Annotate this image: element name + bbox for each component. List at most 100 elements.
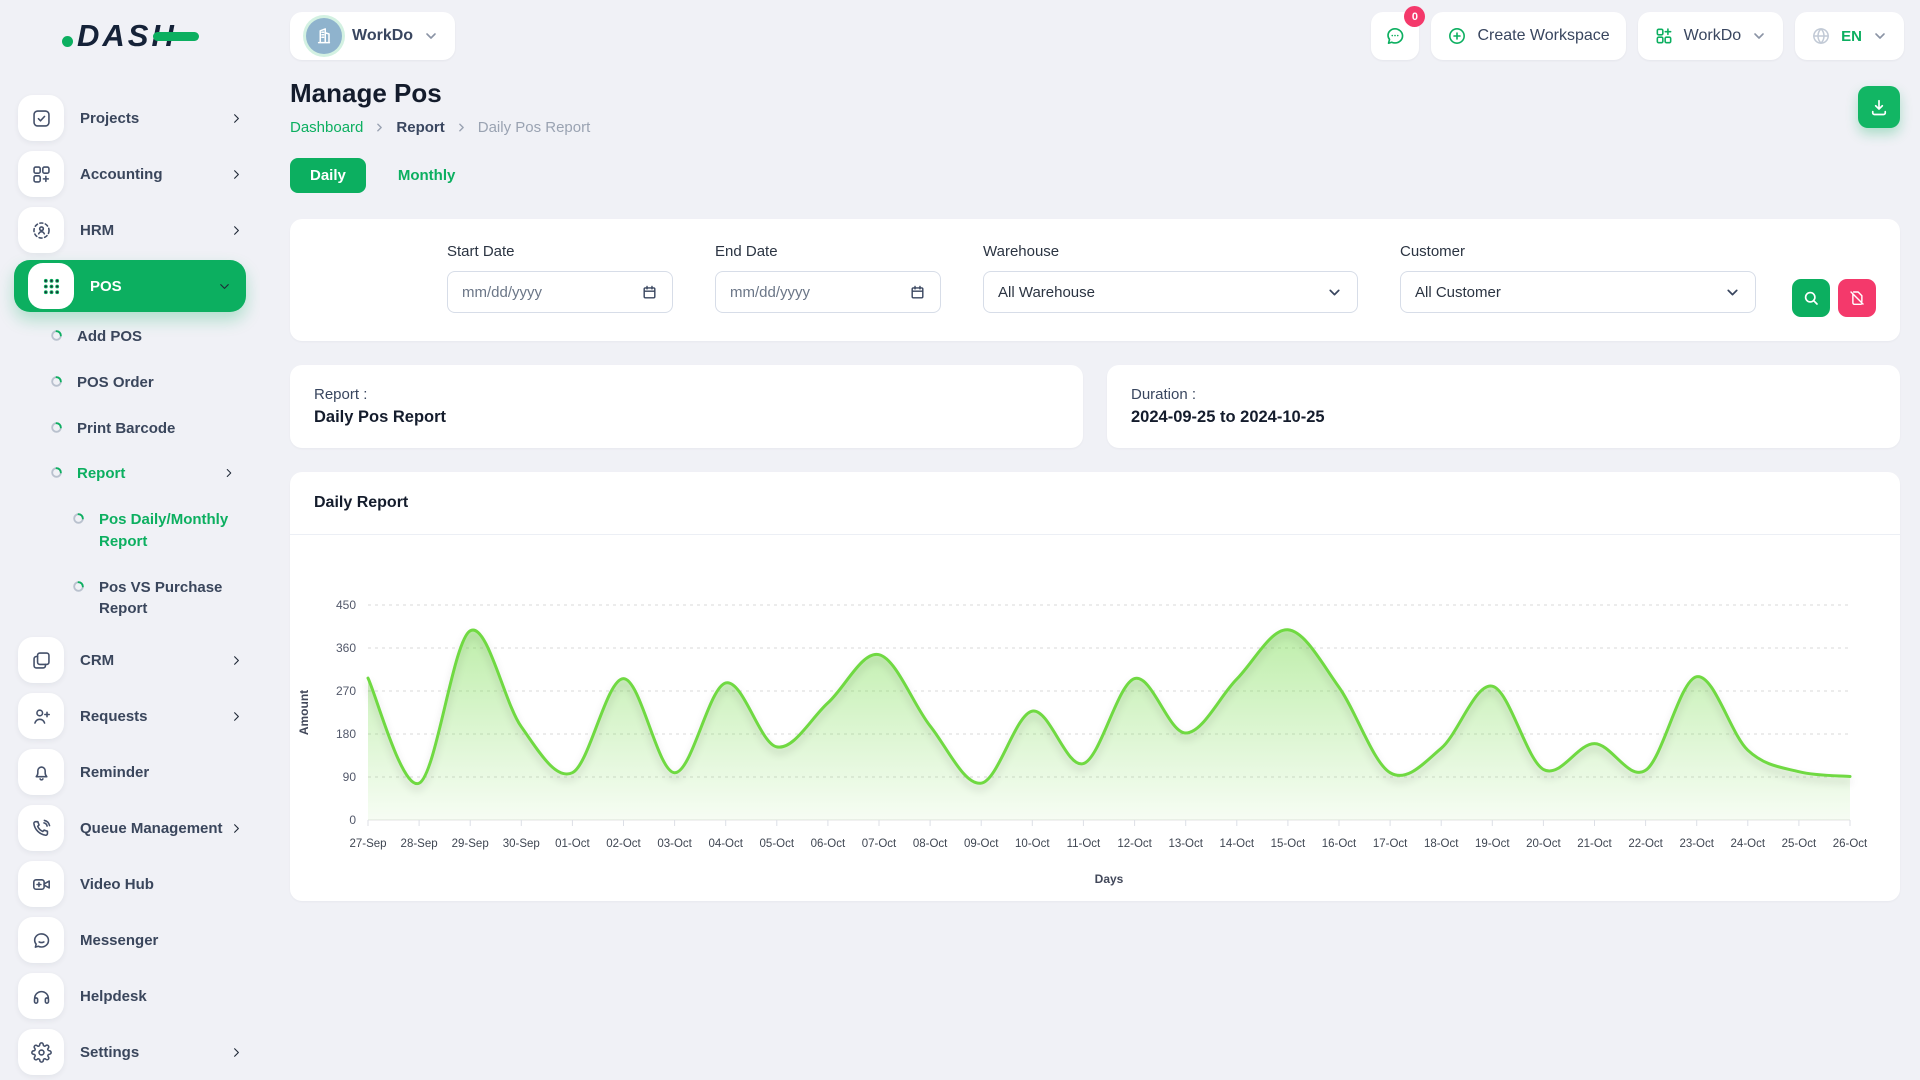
user-plus-icon <box>18 693 64 739</box>
sidebar-subitem-pos-daily-monthly-report[interactable]: Pos Daily/Monthly Report <box>0 497 260 565</box>
x-tick-label: 18-Oct <box>1424 838 1459 850</box>
chevron-down-icon <box>423 28 439 44</box>
y-tick-label: 90 <box>343 770 357 784</box>
x-tick-label: 26-Oct <box>1833 838 1868 850</box>
reset-filter-button[interactable] <box>1838 279 1876 317</box>
donut-bullet-icon <box>72 580 85 593</box>
sidebar-subitem-print-barcode[interactable]: Print Barcode <box>0 406 260 452</box>
area-chart-svg: 090180270360450 27-Sep28-Sep29-Sep30-Sep… <box>290 545 1900 895</box>
download-report-button[interactable] <box>1858 86 1900 128</box>
sidebar-item-projects[interactable]: Projects <box>0 90 260 146</box>
apply-filter-button[interactable] <box>1792 279 1830 317</box>
chart-header: Daily Report <box>290 472 1900 535</box>
sidebar-subitem-report[interactable]: Report <box>0 451 260 497</box>
sidebar-item-helpdesk[interactable]: Helpdesk <box>0 968 260 1024</box>
x-tick-label: 29-Sep <box>452 838 489 850</box>
start-date-field: Start Date mm/dd/yyyy <box>447 243 673 313</box>
breadcrumb: Dashboard Report Daily Pos Report <box>290 119 590 136</box>
sidebar-item-reminder[interactable]: Reminder <box>0 744 260 800</box>
x-tick-label: 14-Oct <box>1220 838 1255 850</box>
duration-summary-card: Duration : 2024-09-25 to 2024-10-25 <box>1107 365 1900 448</box>
donut-bullet-icon <box>50 329 63 342</box>
y-tick-label: 0 <box>349 813 356 827</box>
sidebar-subitem-label: Add POS <box>77 326 142 348</box>
tab-monthly[interactable]: Monthly <box>380 158 474 193</box>
y-tick-label: 450 <box>336 598 356 612</box>
sidebar-subitem-pos-vs-purchase-report[interactable]: Pos VS Purchase Report <box>0 565 260 633</box>
report-label: Report : <box>314 386 1059 403</box>
y-tick-label: 360 <box>336 641 356 655</box>
daily-report-chart: 090180270360450 27-Sep28-Sep29-Sep30-Sep… <box>290 535 1900 901</box>
x-tick-label: 28-Sep <box>401 838 438 850</box>
workdo-menu-label: WorkDo <box>1684 27 1742 45</box>
grid-plus-icon <box>1654 26 1674 46</box>
chevron-right-icon <box>222 466 236 480</box>
x-tick-label: 01-Oct <box>555 838 590 850</box>
sidebar-subitem-add-pos[interactable]: Add POS <box>0 314 260 360</box>
create-workspace-button[interactable]: Create Workspace <box>1431 12 1625 60</box>
warehouse-label: Warehouse <box>983 243 1358 260</box>
sidebar-subitem-label: Print Barcode <box>77 418 175 440</box>
sidebar-item-pos[interactable]: POS <box>14 260 246 312</box>
chevron-right-icon <box>229 653 244 668</box>
sidebar-item-hrm[interactable]: HRM <box>0 202 260 258</box>
chevron-right-icon <box>229 167 244 182</box>
customer-select[interactable]: All Customer <box>1400 271 1756 313</box>
sidebar-item-label: HRM <box>80 222 114 239</box>
daily-report-card: Daily Report 090180270360450 27-Sep28-Se… <box>290 472 1900 901</box>
start-date-input[interactable]: mm/dd/yyyy <box>447 271 673 313</box>
topbar-actions: 0 Create Workspace WorkDo EN <box>1371 12 1904 60</box>
x-tick-label: 03-Oct <box>657 838 692 850</box>
dots-grid-icon <box>28 263 74 309</box>
main-content: Manage Pos Dashboard Report Daily Pos Re… <box>260 72 1920 1080</box>
sidebar-item-queue-management[interactable]: Queue Management <box>0 800 260 856</box>
sidebar-item-label: Messenger <box>80 932 158 949</box>
bell-icon <box>18 749 64 795</box>
sidebar-item-settings[interactable]: Settings <box>0 1024 260 1080</box>
workdo-menu[interactable]: WorkDo <box>1638 12 1784 60</box>
x-tick-label: 02-Oct <box>606 838 641 850</box>
sidebar-item-requests[interactable]: Requests <box>0 688 260 744</box>
sidebar-item-accounting[interactable]: Accounting <box>0 146 260 202</box>
cards-icon <box>18 637 64 683</box>
language-selector[interactable]: EN <box>1795 12 1904 60</box>
report-value: Daily Pos Report <box>314 408 1059 427</box>
warehouse-field: Warehouse All Warehouse <box>983 243 1358 313</box>
warehouse-select[interactable]: All Warehouse <box>983 271 1358 313</box>
breadcrumb-dashboard[interactable]: Dashboard <box>290 119 363 136</box>
workspace-selector[interactable]: WorkDo <box>290 12 455 60</box>
logo-dot-icon <box>62 36 73 47</box>
chart-area-fill <box>368 630 1850 820</box>
sidebar-item-video-hub[interactable]: Video Hub <box>0 856 260 912</box>
calendar-icon <box>909 284 926 301</box>
sidebar-item-label: Queue Management <box>80 820 223 837</box>
report-mode-tabs: Daily Monthly <box>290 158 1900 193</box>
breadcrumb-report[interactable]: Report <box>396 119 444 136</box>
sidebar-subitem-label: Report <box>77 463 125 485</box>
x-tick-label: 15-Oct <box>1271 838 1306 850</box>
start-date-placeholder: mm/dd/yyyy <box>462 284 542 301</box>
chat-icon <box>1384 25 1406 47</box>
end-date-placeholder: mm/dd/yyyy <box>730 284 810 301</box>
x-tick-label: 09-Oct <box>964 838 999 850</box>
end-date-label: End Date <box>715 243 941 260</box>
customer-field: Customer All Customer <box>1400 243 1756 313</box>
duration-label: Duration : <box>1131 386 1876 403</box>
sidebar-subitem-pos-order[interactable]: POS Order <box>0 360 260 406</box>
tab-daily[interactable]: Daily <box>290 158 366 193</box>
brand-logo[interactable]: DASH <box>62 18 177 54</box>
end-date-input[interactable]: mm/dd/yyyy <box>715 271 941 313</box>
donut-bullet-icon <box>50 421 63 434</box>
x-tick-label: 13-Oct <box>1168 838 1203 850</box>
topbar: WorkDo 0 Create Workspace WorkDo EN <box>260 0 1920 72</box>
user-scan-icon <box>18 207 64 253</box>
donut-bullet-icon <box>72 512 85 525</box>
messages-button[interactable]: 0 <box>1371 12 1419 60</box>
x-tick-label: 22-Oct <box>1628 838 1663 850</box>
x-tick-label: 23-Oct <box>1679 838 1714 850</box>
x-tick-label: 27-Sep <box>349 838 386 850</box>
sidebar-item-crm[interactable]: CRM <box>0 632 260 688</box>
sidebar-item-messenger[interactable]: Messenger <box>0 912 260 968</box>
sidebar-item-label: Settings <box>80 1044 139 1061</box>
logo-area: DASH <box>0 0 260 72</box>
